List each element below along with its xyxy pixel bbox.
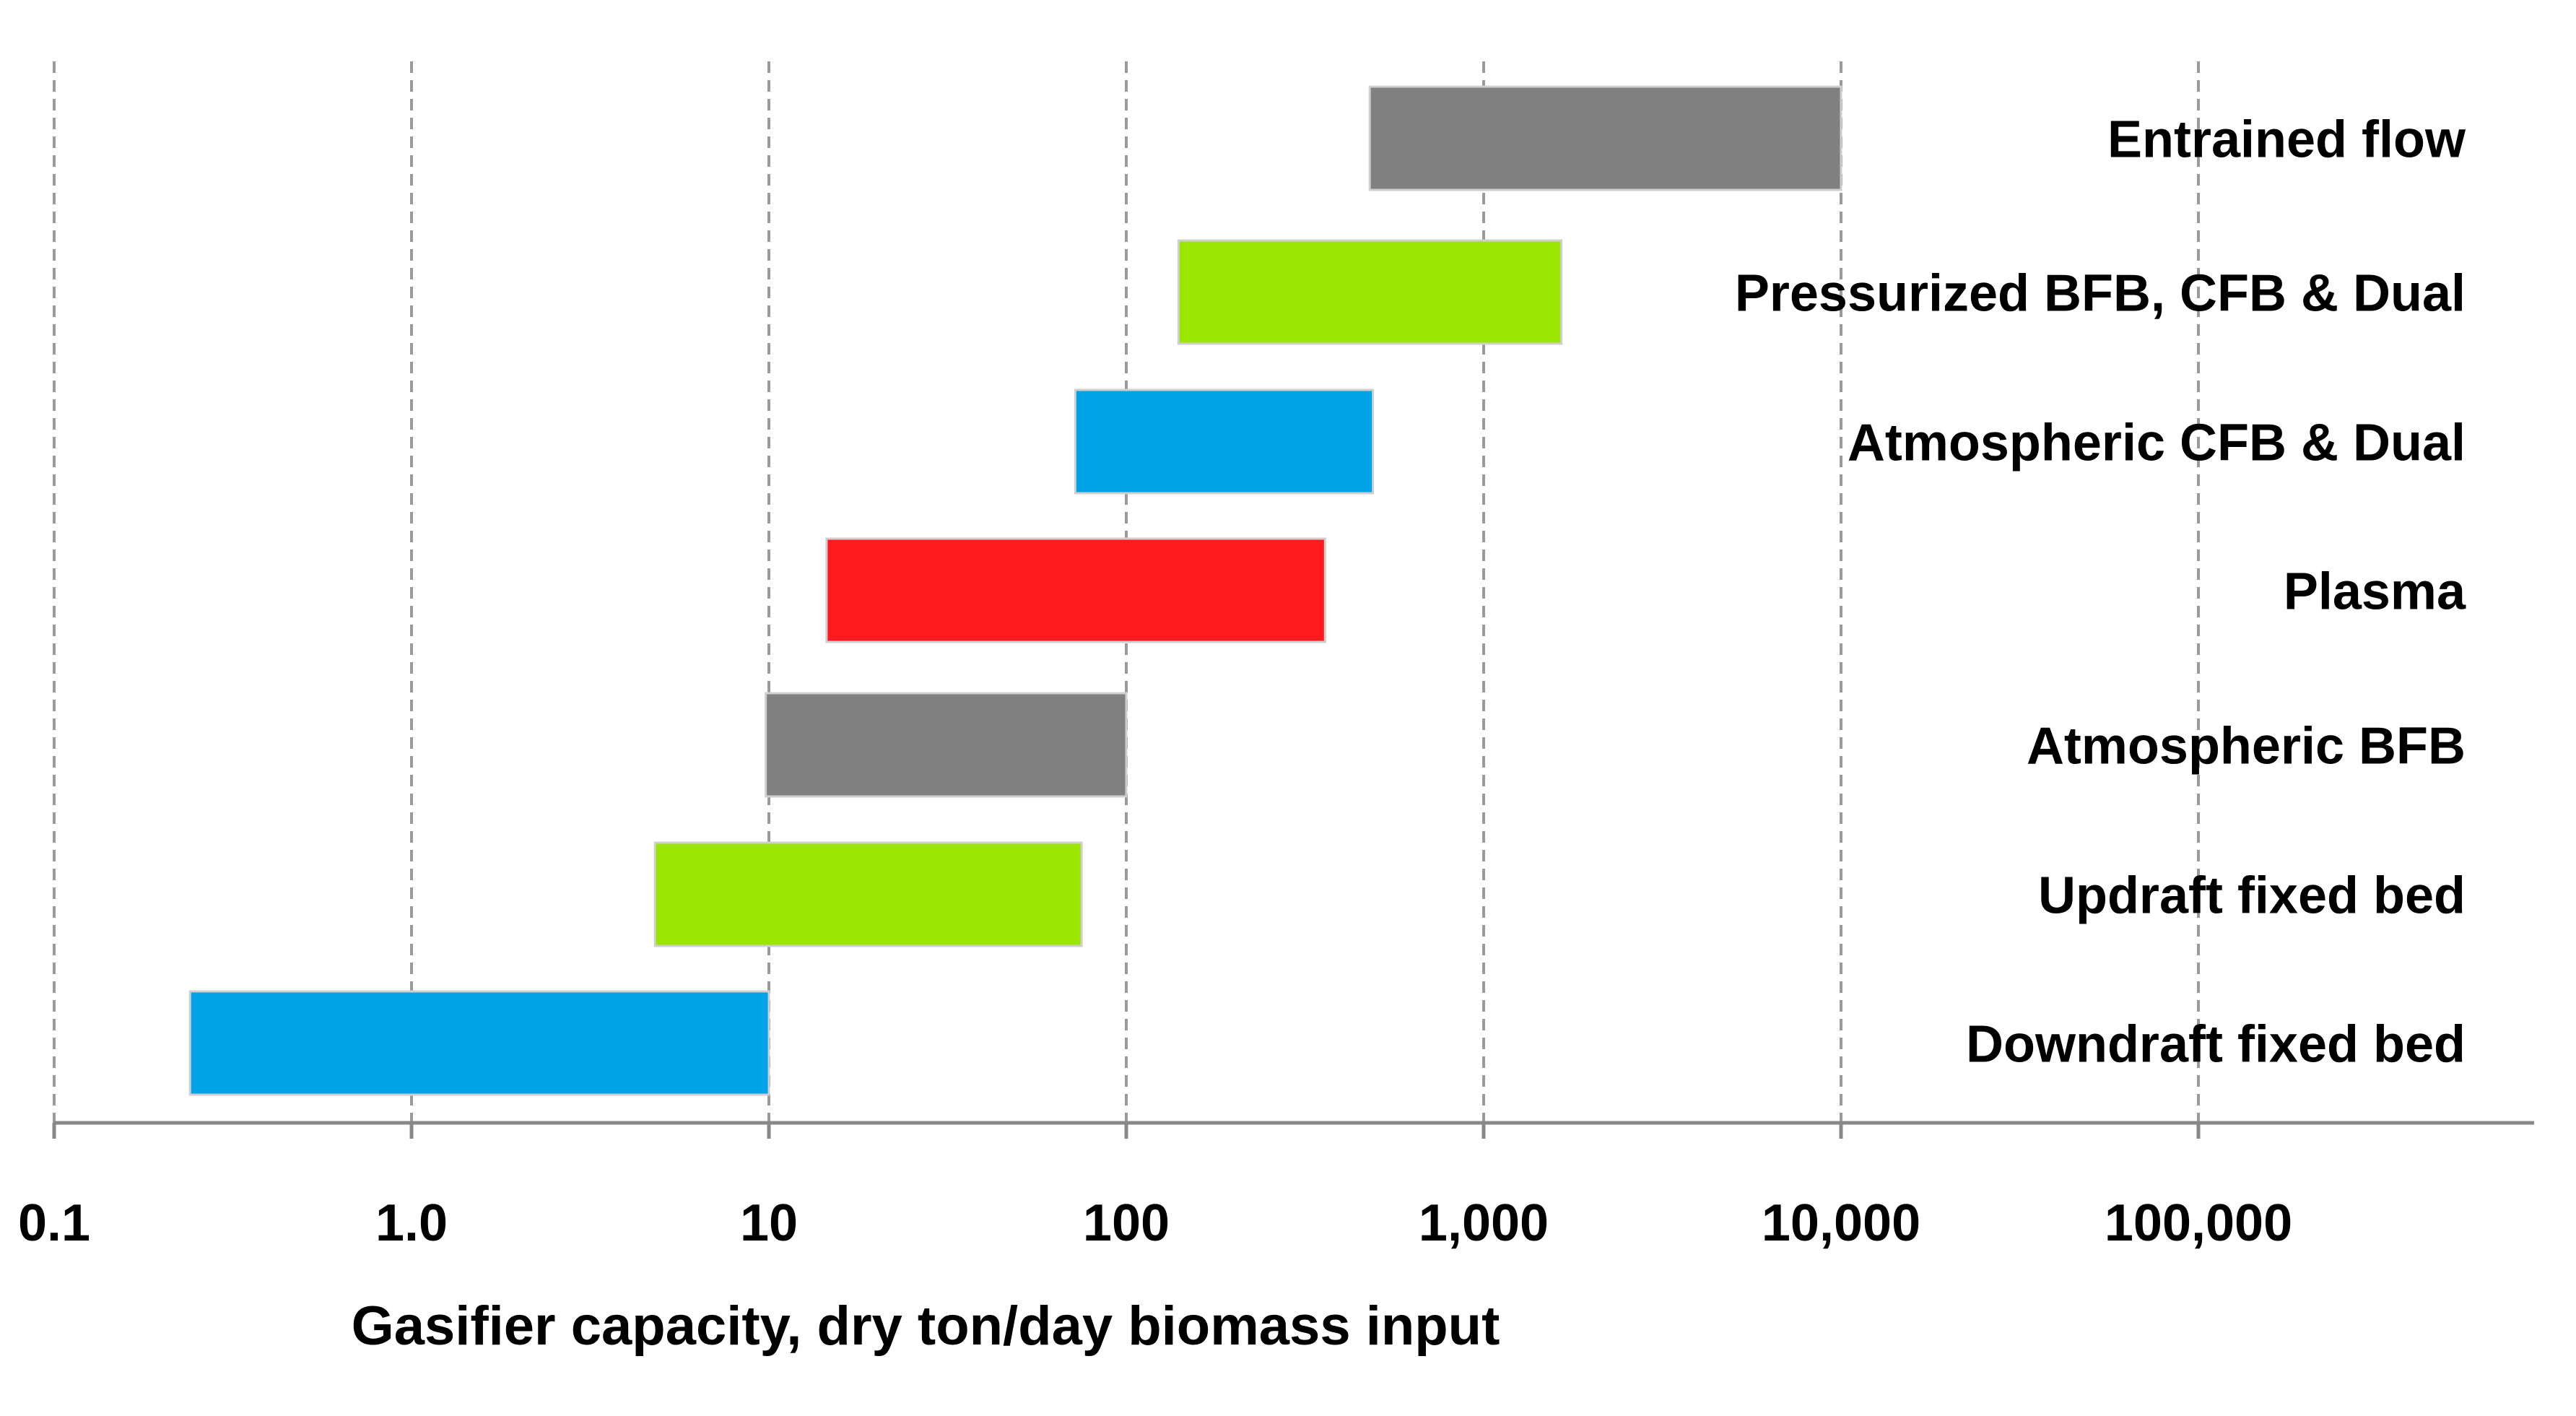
bar-updraft-fixed-bed bbox=[653, 841, 1083, 947]
category-label-0: Entrained flow bbox=[2107, 111, 2466, 169]
x-tick-label-4: 1,000 bbox=[1419, 1194, 1549, 1252]
category-label-4: Atmospheric BFB bbox=[2027, 718, 2466, 776]
category-labels: Entrained flow Pressurized BFB, CFB & Dua… bbox=[1735, 111, 2466, 1074]
x-tick-label-2: 10 bbox=[740, 1194, 798, 1252]
x-axis-ticks: 0.1 1.0 10 100 1,000 10,000 100,000 bbox=[18, 1123, 2292, 1252]
x-tick-label-5: 10,000 bbox=[1762, 1194, 1920, 1252]
bar-atmospheric-cfb-dual bbox=[1074, 388, 1375, 495]
category-label-3: Plasma bbox=[2284, 563, 2466, 621]
x-tick-label-6: 100,000 bbox=[2105, 1194, 2292, 1252]
grid-lines bbox=[53, 61, 2200, 1123]
bar-plasma bbox=[825, 537, 1326, 643]
x-axis-title: Gasifier capacity, dry ton/day biomass i… bbox=[352, 1295, 1500, 1357]
category-label-2: Atmospheric CFB & Dual bbox=[1848, 414, 2466, 472]
range-bars bbox=[188, 85, 1842, 1096]
category-label-6: Downdraft fixed bed bbox=[1966, 1016, 2466, 1074]
x-tick-label-3: 100 bbox=[1083, 1194, 1170, 1252]
category-label-1: Pressurized BFB, CFB & Dual bbox=[1735, 265, 2466, 323]
category-label-5: Updraft fixed bed bbox=[2038, 867, 2466, 925]
bar-entrained-flow bbox=[1368, 85, 1842, 191]
bar-pressurized-bfb-cfb-dual bbox=[1177, 239, 1563, 345]
bar-downdraft-fixed-bed bbox=[188, 990, 770, 1096]
x-tick-label-0: 0.1 bbox=[18, 1194, 90, 1252]
bar-atmospheric-bfb bbox=[765, 692, 1128, 798]
x-tick-label-1: 1.0 bbox=[375, 1194, 448, 1252]
